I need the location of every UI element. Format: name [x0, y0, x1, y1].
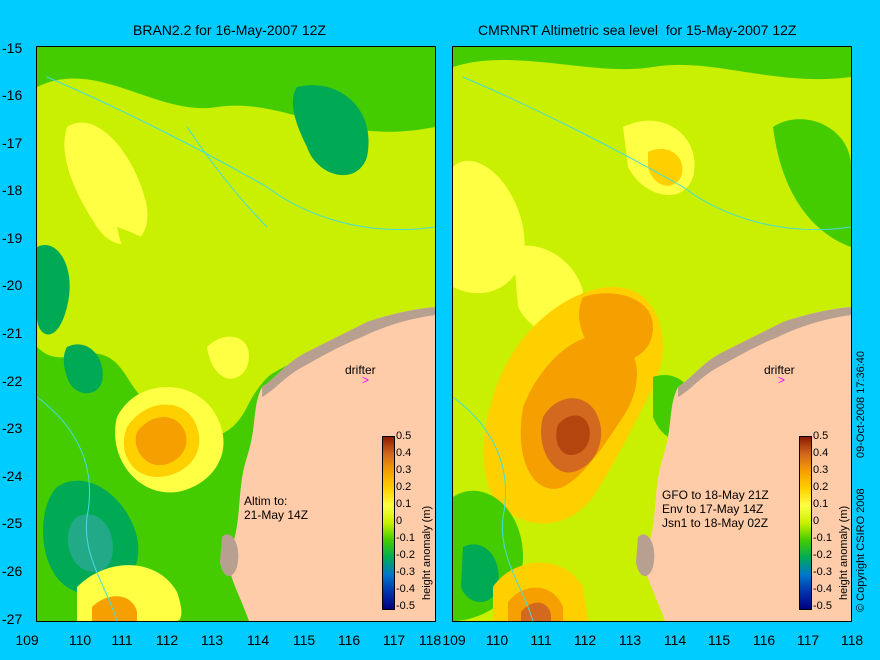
colorbar-tick: 0.1 — [396, 498, 412, 510]
y-tick: -15 — [2, 40, 23, 56]
y-tick: -24 — [2, 468, 23, 484]
left-altim-note-line2: 21-May 14Z — [244, 508, 309, 522]
colorbar-tick: 0 — [813, 515, 820, 527]
x-tick: 118 — [418, 632, 442, 648]
left-colorbar-label: height anomaly (m) — [421, 505, 433, 600]
x-tick: 113 — [200, 632, 224, 648]
y-tick: -27 — [2, 611, 23, 627]
colorbar-tick: 0.3 — [813, 464, 829, 476]
x-tick: 111 — [530, 632, 552, 648]
x-tick: 109 — [15, 632, 39, 648]
x-tick: 113 — [618, 632, 642, 648]
y-tick: -20 — [2, 277, 23, 293]
colorbar-tick: 0.5 — [396, 430, 412, 442]
colorbar-tick: 0.3 — [396, 464, 412, 476]
left-map-panel: > — [36, 46, 436, 622]
x-tick: 112 — [573, 632, 597, 648]
colorbar-tick: -0.3 — [813, 566, 832, 578]
svg-text:>: > — [778, 373, 785, 387]
x-tick: 117 — [796, 632, 820, 648]
x-tick: 114 — [246, 632, 270, 648]
colorbar-tick: -0.1 — [813, 532, 832, 544]
left-map-title: BRAN2.2 for 16-May-2007 12Z — [133, 22, 326, 38]
left-colorbar — [382, 436, 395, 610]
right-altim-note-line3: Jsn1 to 18-May 02Z — [662, 516, 769, 530]
colorbar-tick: 0.1 — [813, 498, 829, 510]
copyright-text: © Copyright CSIRO 2008 — [855, 488, 867, 612]
y-tick: -18 — [2, 182, 23, 198]
colorbar-tick: -0.5 — [813, 600, 832, 612]
right-map-title: CMRNRT Altimetric sea level for 15-May-2… — [478, 22, 797, 38]
right-altim-note-line2: Env to 17-May 14Z — [662, 502, 764, 516]
x-tick: 115 — [292, 632, 316, 648]
x-tick: 118 — [840, 632, 864, 648]
y-tick: -17 — [2, 135, 23, 151]
colorbar-tick: 0.4 — [813, 447, 829, 459]
x-tick: 112 — [155, 632, 179, 648]
x-tick: 115 — [707, 632, 731, 648]
colorbar-tick: -0.5 — [396, 600, 415, 612]
left-map-svg: > — [37, 47, 435, 621]
timestamp-text: 09-Oct-2008 17:36:40 — [855, 350, 867, 458]
y-tick: -19 — [2, 230, 23, 246]
y-tick: -25 — [2, 515, 23, 531]
right-colorbar-label: height anomaly (m) — [838, 505, 850, 600]
colorbar-tick: -0.2 — [396, 549, 415, 561]
colorbar-tick: -0.4 — [396, 583, 415, 595]
y-tick: -22 — [2, 373, 23, 389]
right-map-panel: > — [452, 46, 852, 622]
x-tick: 110 — [485, 632, 509, 648]
colorbar-tick: -0.2 — [813, 549, 832, 561]
left-drifter-label: drifter — [345, 363, 376, 377]
colorbar-tick: -0.4 — [813, 583, 832, 595]
x-tick: 111 — [111, 632, 133, 648]
x-tick: 116 — [752, 632, 776, 648]
right-drifter-label: drifter — [764, 363, 795, 377]
right-map-svg: > — [453, 47, 851, 621]
right-altim-note-line1: GFO to 18-May 21Z — [662, 488, 769, 502]
y-tick: -16 — [2, 87, 23, 103]
svg-text:>: > — [362, 373, 369, 387]
colorbar-tick: 0.2 — [396, 481, 412, 493]
colorbar-tick: 0.4 — [396, 447, 412, 459]
colorbar-tick: 0.5 — [813, 430, 829, 442]
right-colorbar — [799, 436, 812, 610]
colorbar-tick: -0.3 — [396, 566, 415, 578]
x-tick: 114 — [663, 632, 687, 648]
colorbar-tick: 0 — [396, 515, 403, 527]
x-tick: 116 — [337, 632, 361, 648]
left-altim-note-line1: Altim to: — [244, 494, 288, 508]
y-tick: -26 — [2, 563, 23, 579]
x-tick: 110 — [68, 632, 92, 648]
y-tick: -21 — [2, 325, 23, 341]
x-tick: 117 — [382, 632, 406, 648]
colorbar-tick: 0.2 — [813, 481, 829, 493]
x-tick: 109 — [442, 632, 466, 648]
y-tick: -23 — [2, 420, 23, 436]
colorbar-tick: -0.1 — [396, 532, 415, 544]
